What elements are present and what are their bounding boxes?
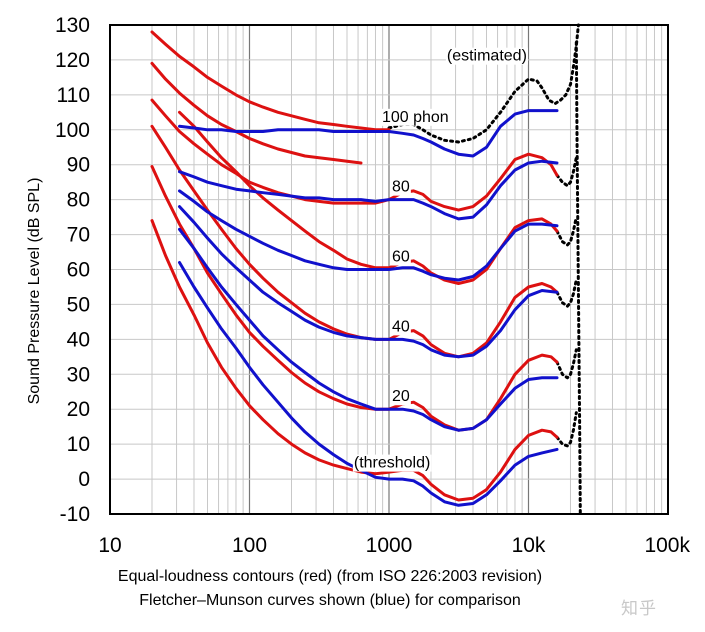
curves [150, 23, 582, 516]
curve-label: 40 [392, 318, 410, 335]
estimated-curve-100 [387, 23, 580, 144]
estimated-curve-0 [555, 411, 578, 448]
fletcher-curve-100 [178, 109, 559, 158]
fletcher-curve-60 [178, 189, 559, 282]
y-tick-label: 0 [78, 468, 90, 491]
y-axis-label: Sound Pressure Level (dB SPL) [26, 178, 43, 405]
curve-label-background [445, 47, 528, 65]
x-axis-caption-line-1: Equal-loudness contours (red) (from ISO … [117, 568, 543, 585]
y-tick-label: 110 [57, 84, 90, 107]
x-tick-label: 10k [512, 534, 546, 557]
iso-curve-100 [150, 61, 363, 165]
estimated-curve-80 [555, 156, 578, 188]
estimated-curve-40 [555, 278, 578, 308]
y-tick-label: 40 [67, 328, 90, 351]
x-tick-labels: 10 100 1000 10k 100k [98, 534, 690, 557]
curve-label: 20 [392, 388, 410, 405]
iso-curve-120 [150, 30, 391, 132]
x-tick-label: 100 [232, 534, 267, 557]
iso-curve-20 [150, 165, 559, 432]
curve-label-background [352, 454, 432, 472]
estimated-curve-20 [555, 348, 578, 380]
curve-label-background [390, 178, 411, 196]
curve-label: 100 phon [382, 109, 449, 126]
x-tick-label: 10 [98, 534, 121, 557]
y-tick-label: 30 [67, 363, 90, 386]
curve-label: 60 [392, 249, 410, 266]
estimated-curve-60 [555, 215, 578, 247]
y-tick-label: 70 [67, 224, 90, 247]
y-tick-label: 130 [55, 14, 90, 37]
y-tick-labels: -10 0 10 20 30 40 50 60 70 80 90 100 110 120 130 [55, 14, 90, 526]
y-tick-label: 50 [67, 293, 90, 316]
fletcher-curve-20 [178, 227, 559, 432]
y-tick-label: 90 [67, 154, 90, 177]
y-tick-label: 80 [67, 189, 90, 212]
zhihu-watermark: 知乎 [621, 599, 657, 619]
y-tick-label: 10 [67, 433, 90, 456]
y-tick-label: 60 [67, 259, 90, 282]
curve-label-background [390, 318, 411, 336]
iso-curve-80 [150, 98, 559, 212]
y-tick-label: 120 [55, 49, 90, 72]
x-tick-label: 1000 [366, 534, 413, 557]
fletcher-curve-80 [178, 159, 559, 221]
fletcher-curve-0 [178, 261, 559, 507]
y-tick-label: 100 [55, 119, 90, 142]
estimated-curve-130 [574, 41, 582, 516]
x-tick-label: 100k [644, 534, 690, 557]
curve-label-background [380, 108, 450, 126]
curve-label: 80 [392, 179, 410, 196]
curve-labels: (estimated) 100 phon 80 60 40 20 (threshold) [352, 47, 528, 472]
x-axis-caption-line-2: Fletcher–Munson curves shown (blue) for … [139, 592, 521, 609]
y-tick-label: 20 [67, 398, 90, 421]
curve-label: (threshold) [354, 455, 430, 472]
y-tick-label: -10 [60, 503, 90, 526]
fletcher-curve-40 [178, 205, 559, 359]
curve-label-background [390, 248, 411, 266]
plot-frame [109, 24, 669, 515]
curve-label-background [390, 388, 411, 406]
curve-label: (estimated) [447, 48, 527, 65]
